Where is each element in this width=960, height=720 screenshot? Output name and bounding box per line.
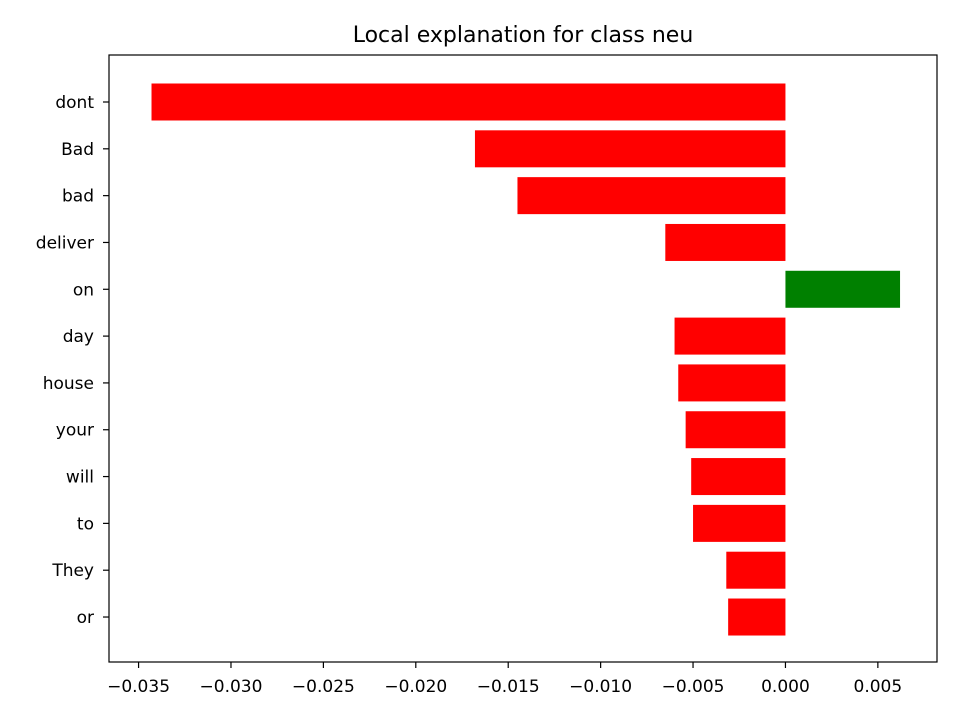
bars-group [151, 83, 901, 636]
y-tick-label: to [77, 514, 94, 534]
bar-your [685, 411, 786, 449]
y-tick-label: your [56, 421, 94, 441]
bar-or [728, 598, 786, 636]
y-tick-label: deliver [36, 233, 94, 253]
y-tick-label: day [63, 327, 94, 347]
x-tick-label: 0.000 [761, 677, 810, 697]
y-tick-label: bad [62, 187, 94, 207]
y-tick-label: or [77, 608, 94, 628]
y-tick-label: house [43, 374, 94, 394]
bar-to [693, 504, 786, 542]
x-tick-label: −0.035 [107, 677, 170, 697]
chart-title: Local explanation for class neu [353, 23, 694, 48]
x-tick-label: −0.015 [477, 677, 540, 697]
bar-Bad [474, 130, 786, 168]
x-tick-label: −0.005 [662, 677, 725, 697]
bar-day [674, 317, 786, 355]
bar-deliver [665, 223, 786, 261]
bar-will [691, 458, 786, 496]
bar-bad [517, 177, 786, 215]
x-tick-label: −0.030 [200, 677, 263, 697]
x-axis: −0.035 −0.030 −0.025 −0.020 −0.015 −0.010 −0.0… [107, 662, 902, 697]
y-tick-label: They [51, 561, 94, 581]
x-tick-label: −0.010 [569, 677, 632, 697]
bar-They [726, 551, 786, 589]
plot-frame [108, 54, 938, 663]
bar-dont [151, 83, 786, 121]
y-tick-label: dont [55, 93, 94, 113]
y-tick-label: will [66, 468, 94, 488]
x-tick-label: 0.005 [854, 677, 903, 697]
x-tick-label: −0.020 [384, 677, 447, 697]
y-tick-label: Bad [61, 140, 94, 160]
bar-on [785, 270, 901, 308]
y-tick-label: on [73, 280, 94, 300]
x-tick-label: −0.025 [292, 677, 355, 697]
y-axis: dont Bad bad deliver on day house your will to The… [36, 93, 109, 628]
bar-house [678, 364, 786, 402]
